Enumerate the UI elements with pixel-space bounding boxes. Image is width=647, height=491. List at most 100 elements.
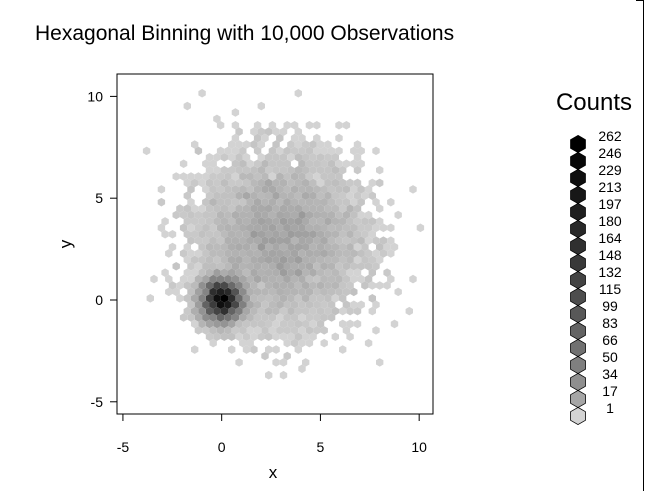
- hex-cell: [368, 217, 376, 226]
- hex-cell: [265, 165, 273, 175]
- legend-count-label: 262: [598, 128, 622, 144]
- hex-cell: [305, 300, 314, 309]
- hex-cell: [265, 370, 273, 380]
- hex-cell: [202, 172, 210, 181]
- hex-cell: [309, 204, 317, 213]
- hex-cell: [339, 319, 347, 329]
- chart-title: Hexagonal Binning with 10,000 Observatio…: [35, 22, 454, 45]
- hex-cell: [265, 204, 273, 213]
- legend-count-label: 115: [599, 281, 622, 297]
- hex-cell: [231, 197, 240, 207]
- hex-cell: [324, 140, 332, 149]
- hex-cell: [239, 338, 247, 348]
- hex-cell: [261, 185, 269, 194]
- hex-cell: [368, 229, 376, 239]
- legend-count-label: 132: [598, 264, 622, 280]
- hex-cell: [202, 197, 210, 207]
- hex-cell: [198, 255, 206, 265]
- hex-cell: [209, 274, 217, 284]
- hex-cell: [228, 191, 236, 201]
- hex-cell: [246, 287, 254, 297]
- hex-cell: [353, 255, 362, 265]
- hex-cell: [372, 249, 380, 258]
- hex-cell: [283, 300, 291, 309]
- hex-cell: [283, 287, 291, 297]
- hex-cell: [342, 197, 351, 207]
- hex-cell: [272, 140, 280, 149]
- legend: 2622462292131971801641481321159983665034…: [570, 128, 622, 426]
- hex-cell: [320, 261, 328, 271]
- hex-cell: [202, 159, 210, 168]
- hex-cell: [224, 146, 232, 156]
- hex-cell: [191, 255, 199, 265]
- hex-cell: [268, 185, 277, 194]
- hex-cell: [327, 313, 336, 322]
- hex-cell: [290, 121, 299, 130]
- hex-cell: [268, 223, 277, 233]
- hex-cell: [313, 326, 321, 335]
- hex-cell: [202, 326, 210, 335]
- y-tick-label: 10: [87, 88, 103, 104]
- hex-cell: [257, 306, 265, 316]
- hex-cell: [302, 204, 310, 213]
- hex-cell: [231, 159, 240, 168]
- hex-cell: [372, 236, 380, 245]
- hex-cell: [246, 261, 254, 271]
- hex-cell: [202, 313, 210, 322]
- hex-cell: [216, 313, 225, 322]
- hex-cell: [342, 236, 351, 245]
- hex-cell: [235, 140, 243, 149]
- hex-cell: [253, 185, 262, 194]
- hex-cell: [390, 242, 399, 252]
- hex-cell: [350, 159, 358, 168]
- hex-cell: [320, 223, 328, 233]
- hex-cell: [327, 197, 336, 207]
- hex-cell: [231, 108, 240, 117]
- hex-cell: [353, 319, 362, 329]
- hex-cell: [309, 178, 317, 188]
- hex-cell: [302, 242, 310, 252]
- hex-cell: [242, 204, 251, 213]
- hex-cell: [213, 294, 221, 303]
- hex-cell: [257, 217, 265, 226]
- x-axis-label: x: [269, 463, 278, 482]
- hex-cell: [309, 242, 317, 252]
- hex-cell: [246, 223, 254, 233]
- hex-cell: [191, 306, 199, 316]
- hex-cell: [253, 300, 262, 309]
- hex-cell: [353, 217, 362, 226]
- y-tick-label: 0: [95, 292, 103, 308]
- hex-cell: [339, 255, 347, 265]
- legend-hex-swatch: [570, 287, 586, 307]
- hex-cell: [257, 281, 265, 290]
- x-tick-label: 5: [317, 439, 325, 455]
- hex-cell: [327, 185, 336, 194]
- hex-cell: [331, 229, 339, 239]
- hex-cell: [302, 281, 310, 290]
- hex-cell: [239, 146, 247, 156]
- hex-cell: [387, 223, 395, 233]
- hex-cell: [313, 185, 321, 194]
- hex-cell: [220, 306, 228, 316]
- hex-cell: [279, 178, 288, 188]
- hex-cell: [268, 261, 277, 271]
- hex-cell: [302, 306, 310, 316]
- hex-cell: [194, 313, 203, 322]
- hex-cell: [205, 229, 214, 239]
- hex-cell: [316, 140, 325, 149]
- hex-cell: [220, 294, 228, 303]
- hex-cell: [183, 204, 191, 213]
- hex-cell: [316, 165, 325, 175]
- hex-cell: [261, 249, 269, 258]
- hex-cell: [209, 172, 217, 181]
- hex-cell: [239, 236, 247, 245]
- hex-cell: [272, 153, 280, 162]
- hex-cell: [316, 268, 325, 277]
- hex-cell: [202, 300, 210, 309]
- hex-cell: [268, 300, 277, 309]
- hex-cell: [379, 249, 388, 258]
- hex-cell: [228, 217, 236, 226]
- hex-cell: [287, 332, 295, 342]
- hex-cell: [346, 255, 354, 265]
- hex-cell: [327, 159, 336, 168]
